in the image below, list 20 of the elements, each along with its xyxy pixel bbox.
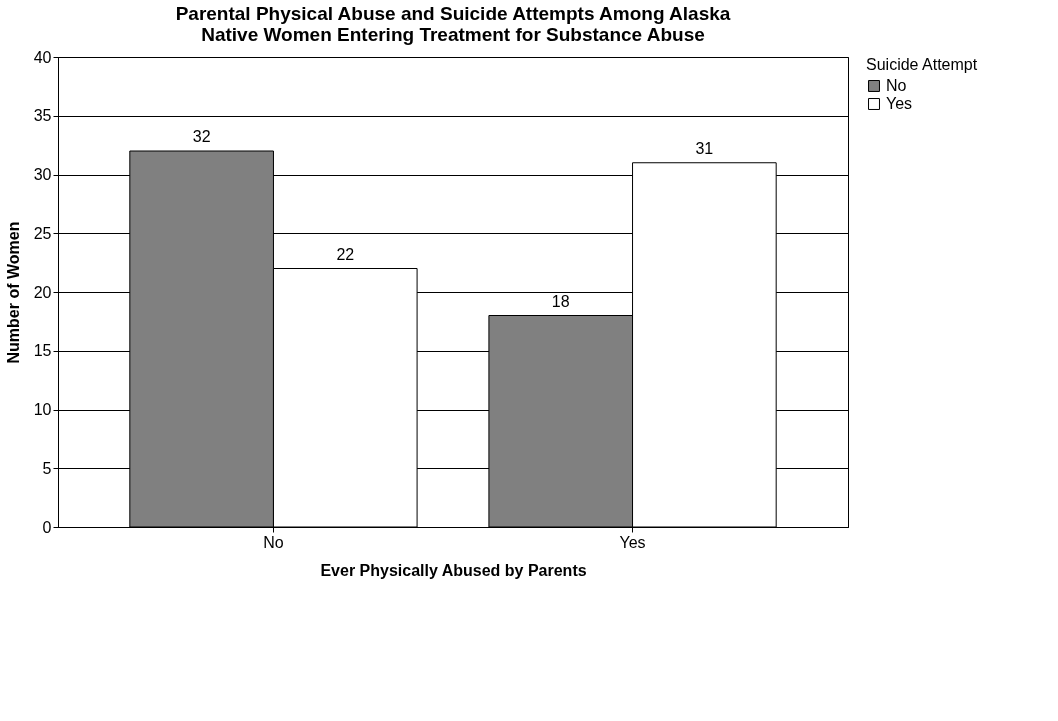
y-tick-label: 10 xyxy=(33,401,52,418)
y-tick-label: 5 xyxy=(42,459,52,477)
data-label: 31 xyxy=(695,139,714,157)
y-tick-label: 40 xyxy=(33,48,52,66)
data-label: 18 xyxy=(551,292,570,310)
legend-title: Suicide Attempt xyxy=(866,56,978,73)
y-tick-label: 25 xyxy=(33,224,52,242)
y-tick-label: 35 xyxy=(33,107,52,125)
x-axis-title: Ever Physically Abused by Parents xyxy=(320,561,587,579)
y-tick-label: 20 xyxy=(33,283,52,301)
y-tick-label: 30 xyxy=(33,166,52,183)
data-label: 22 xyxy=(336,245,355,263)
y-tick-label: 0 xyxy=(42,518,52,536)
legend-label: No xyxy=(886,77,907,94)
y-axis-title: Number of Women xyxy=(4,221,22,364)
data-label: 32 xyxy=(192,128,211,145)
legend-label: Yes xyxy=(886,95,913,112)
text: Native Women Entering Treatment for Substance Abuse xyxy=(201,24,705,45)
text: Parental Physical Abuse and Suicide Attempts Among Alaska xyxy=(175,3,731,24)
y-tick-label: 15 xyxy=(33,342,52,360)
